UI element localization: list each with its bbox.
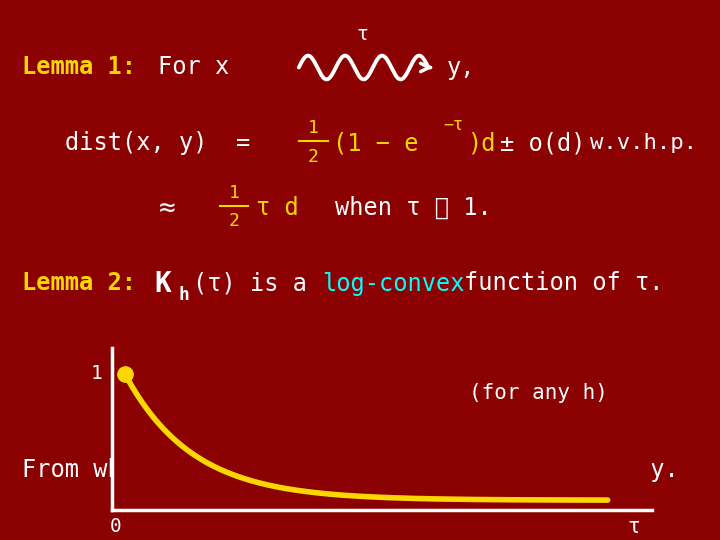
Text: 1: 1 [228, 184, 240, 202]
Text: τ: τ [356, 24, 368, 44]
Text: dist(x, y)  =: dist(x, y) = [65, 131, 250, 155]
Text: 1: 1 [307, 119, 319, 137]
Text: From which the proof of: From which the proof of [22, 458, 349, 482]
Text: when τ ≪ 1.: when τ ≪ 1. [335, 196, 492, 220]
Text: h: h [179, 286, 189, 305]
Text: K: K [155, 269, 171, 298]
Text: ρ ≥ 1/c follows: ρ ≥ 1/c follows [407, 458, 621, 482]
Text: 2: 2 [307, 147, 319, 166]
Text: w.v.h.p.: w.v.h.p. [590, 133, 698, 153]
Text: log-convex: log-convex [323, 272, 465, 295]
Text: easily.: easily. [580, 458, 680, 482]
Text: (1 − e: (1 − e [333, 131, 418, 155]
Text: function of τ.: function of τ. [464, 272, 663, 295]
Text: τ: τ [628, 517, 640, 537]
Text: ≈: ≈ [158, 194, 175, 222]
Text: 2: 2 [228, 212, 240, 231]
Text: (τ) is a: (τ) is a [193, 272, 307, 295]
Text: Lemma 2:: Lemma 2: [22, 272, 135, 295]
Text: −τ: −τ [443, 116, 463, 134]
Text: 0: 0 [110, 517, 122, 536]
Text: (for any h): (for any h) [469, 383, 608, 403]
Text: For x: For x [158, 56, 230, 79]
Text: )d: )d [467, 131, 495, 155]
Text: 1: 1 [91, 364, 103, 383]
Text: ± o(d): ± o(d) [500, 131, 586, 155]
Text: y,: y, [446, 56, 475, 79]
Text: τ d: τ d [256, 196, 298, 220]
Text: Lemma 1:: Lemma 1: [22, 56, 135, 79]
